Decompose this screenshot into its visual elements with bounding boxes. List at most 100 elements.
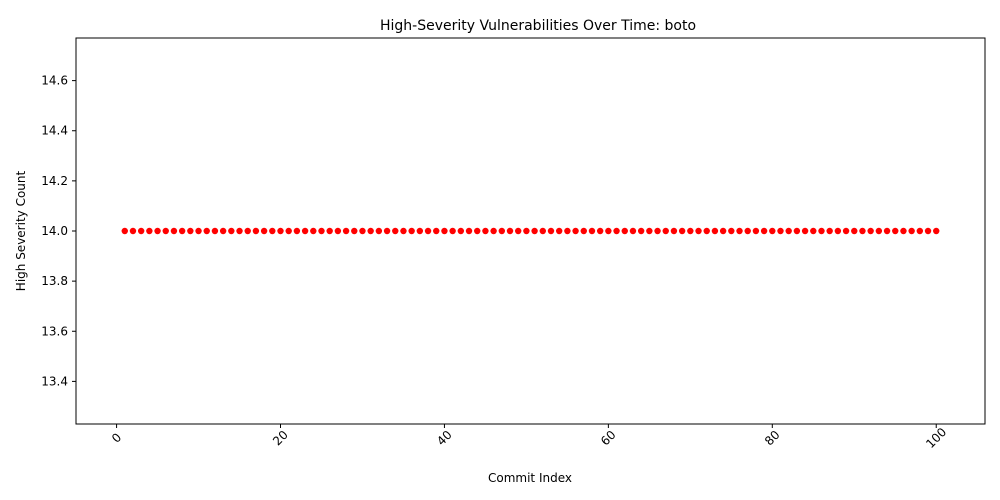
data-point bbox=[555, 227, 563, 235]
data-point bbox=[310, 227, 317, 235]
data-point bbox=[637, 227, 645, 235]
data-point bbox=[777, 227, 784, 235]
data-point bbox=[916, 227, 924, 235]
data-point bbox=[187, 227, 194, 235]
y-tick-label: 14.0 bbox=[41, 224, 68, 238]
data-point bbox=[908, 227, 915, 235]
y-tick-label: 13.6 bbox=[41, 324, 68, 338]
data-point bbox=[326, 227, 333, 235]
data-point bbox=[875, 227, 883, 235]
data-point bbox=[162, 227, 169, 235]
data-point bbox=[588, 227, 596, 235]
y-tick-label: 14.4 bbox=[41, 124, 68, 138]
data-point bbox=[564, 227, 571, 235]
data-point bbox=[252, 227, 260, 235]
data-point bbox=[793, 227, 801, 235]
plot-area: 0 20 40 60 80 100 13.4 13.6 13.8 14.0 14.2 14.4 14.… bbox=[41, 37, 986, 451]
x-axis: 0 20 40 60 80 100 bbox=[109, 424, 949, 451]
data-point bbox=[129, 227, 137, 235]
data-point bbox=[924, 227, 932, 235]
y-tick-label: 13.4 bbox=[41, 374, 68, 388]
data-point bbox=[605, 227, 612, 235]
data-point bbox=[859, 227, 866, 235]
data-point bbox=[933, 227, 940, 235]
y-axis-label: High Severity Count bbox=[14, 171, 28, 292]
data-point bbox=[687, 227, 694, 235]
data-point bbox=[474, 227, 481, 235]
data-point bbox=[285, 227, 292, 235]
data-point bbox=[851, 227, 858, 235]
data-point bbox=[293, 227, 301, 235]
data-point bbox=[498, 227, 506, 235]
data-point bbox=[523, 227, 530, 235]
data-point bbox=[531, 227, 538, 235]
data-point bbox=[719, 227, 727, 235]
y-axis: 13.4 13.6 13.8 14.0 14.2 14.4 14.6 bbox=[41, 74, 76, 388]
data-point bbox=[211, 227, 219, 235]
data-point bbox=[244, 227, 251, 235]
data-point bbox=[392, 227, 399, 235]
data-point bbox=[433, 227, 440, 235]
data-point bbox=[121, 227, 128, 235]
data-point bbox=[654, 227, 661, 235]
data-point bbox=[359, 227, 366, 235]
data-point bbox=[351, 227, 358, 235]
data-point bbox=[900, 227, 907, 235]
data-point bbox=[892, 227, 899, 235]
data-point bbox=[334, 227, 342, 235]
data-point bbox=[646, 227, 653, 235]
data-point bbox=[703, 227, 710, 235]
data-point bbox=[482, 227, 489, 235]
data-point bbox=[711, 227, 719, 235]
data-point bbox=[826, 227, 833, 235]
data-point bbox=[301, 227, 309, 235]
x-axis-label: Commit Index bbox=[488, 471, 572, 485]
data-point bbox=[441, 227, 448, 235]
data-point bbox=[342, 227, 350, 235]
data-point bbox=[269, 227, 276, 235]
data-point bbox=[539, 227, 546, 235]
data-point bbox=[613, 227, 620, 235]
data-point bbox=[195, 227, 202, 235]
data-point bbox=[785, 227, 792, 235]
data-point bbox=[408, 227, 415, 235]
data-point bbox=[154, 227, 161, 235]
data-point bbox=[383, 227, 391, 235]
data-point bbox=[367, 227, 374, 235]
data-point bbox=[580, 227, 587, 235]
data-point bbox=[629, 227, 637, 235]
data-point bbox=[801, 227, 809, 235]
data-point bbox=[752, 227, 760, 235]
data-point bbox=[170, 227, 178, 235]
data-point bbox=[375, 227, 383, 235]
data-point bbox=[621, 227, 628, 235]
data-point bbox=[465, 227, 473, 235]
data-point bbox=[547, 227, 555, 235]
data-point bbox=[760, 227, 768, 235]
data-point bbox=[842, 227, 850, 235]
data-point bbox=[883, 227, 891, 235]
data-point bbox=[490, 227, 497, 235]
data-point bbox=[318, 227, 325, 235]
chart-title: High-Severity Vulnerabilities Over Time:… bbox=[380, 18, 696, 34]
data-point bbox=[670, 227, 678, 235]
data-point bbox=[203, 227, 210, 235]
data-point bbox=[260, 227, 268, 235]
y-tick-label: 14.2 bbox=[41, 174, 68, 188]
data-point bbox=[810, 227, 817, 235]
data-point bbox=[695, 227, 702, 235]
data-point bbox=[424, 227, 432, 235]
data-point bbox=[728, 227, 735, 235]
data-point bbox=[515, 227, 522, 235]
data-point bbox=[572, 227, 579, 235]
data-point bbox=[137, 227, 145, 235]
data-point bbox=[178, 227, 186, 235]
data-point bbox=[744, 227, 751, 235]
y-tick-label: 13.8 bbox=[41, 274, 68, 288]
data-point bbox=[662, 227, 669, 235]
data-point bbox=[678, 227, 686, 235]
data-point bbox=[834, 227, 842, 235]
data-point bbox=[236, 227, 243, 235]
